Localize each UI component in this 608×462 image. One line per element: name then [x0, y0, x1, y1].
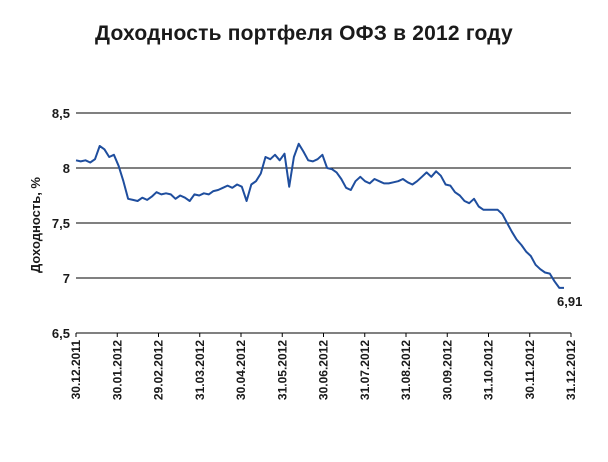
y-axis-label: Доходность, % [28, 177, 43, 273]
series-layer [75, 142, 564, 289]
y-tick-labels: 8,5 8 7,5 7 6,5 [52, 106, 70, 341]
x-tick-label: 31.05.2012 [275, 340, 289, 400]
x-tick-label: 30.06.2012 [317, 340, 331, 400]
x-tick-label: 31.12.2012 [564, 340, 578, 400]
x-tick-label: 30.01.2012 [110, 340, 124, 400]
x-tick-label: 31.10.2012 [482, 340, 496, 400]
x-tick-label: 29.02.2012 [152, 340, 166, 400]
x-tick-label: 31.03.2012 [193, 340, 207, 400]
x-tick-label: 30.04.2012 [234, 340, 248, 400]
y-tick-label: 7 [63, 271, 70, 286]
y-tick-label: 6,5 [52, 326, 70, 341]
y-tick-label: 8,5 [52, 106, 70, 121]
x-tick-label: 30.09.2012 [440, 340, 454, 400]
x-tick-labels: 30.12.2011 30.01.2012 29.02.2012 31.03.2012… [69, 333, 578, 400]
y-tick-label: 8 [63, 161, 70, 176]
x-tick-label: 30.12.2011 [69, 340, 83, 400]
x-tick-label: 31.07.2012 [358, 340, 372, 400]
x-tick-label: 30.11.2012 [523, 340, 537, 400]
gridlines [76, 112, 571, 334]
y-tick-label: 7,5 [52, 216, 70, 231]
last-value-label: 6,91 [557, 294, 582, 309]
series-line [75, 142, 564, 289]
chart-title: Доходность портфеля ОФЗ в 2012 году [95, 22, 513, 45]
x-tick-label: 31.08.2012 [399, 340, 413, 400]
